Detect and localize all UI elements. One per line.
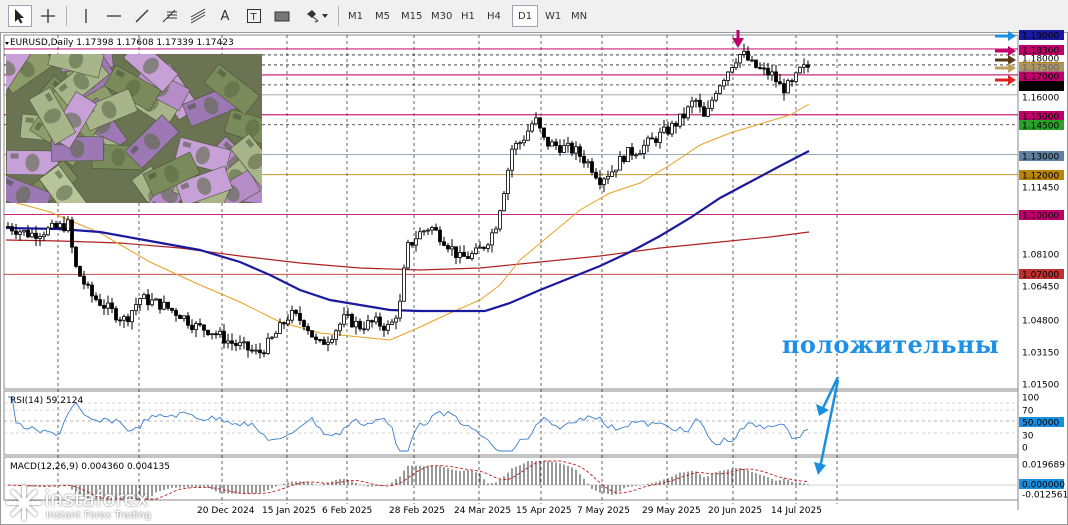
instaforex-logo-icon xyxy=(6,485,42,521)
timeframe-d1[interactable]: D1 xyxy=(512,5,539,27)
price-axis-label: 1.18000 xyxy=(1022,55,1059,65)
price-axis-label: 1.06450 xyxy=(1022,283,1059,293)
rsi-line xyxy=(8,396,809,452)
fibonacci-icon[interactable] xyxy=(158,5,182,27)
timeframe-m1[interactable]: M1 xyxy=(348,10,363,22)
candles xyxy=(6,43,810,359)
symbol-info: EURUSD,Daily 1.17398 1.17608 1.17339 1.1… xyxy=(10,38,234,48)
date-axis-label: 6 Feb 2025 xyxy=(322,506,372,516)
annotation-arrow-icon xyxy=(820,376,840,411)
trendline-icon[interactable] xyxy=(130,5,154,27)
timeframe-h4[interactable]: H4 xyxy=(487,10,501,22)
text-icon[interactable]: A xyxy=(220,8,230,24)
ma-200-line xyxy=(5,231,810,271)
price-axis-label: 1.03150 xyxy=(1022,349,1059,359)
price-axis-label: 1.01500 xyxy=(1022,381,1059,391)
price-axis-label: 1.11450 xyxy=(1022,184,1059,194)
price-axis-label: 1.08100 xyxy=(1022,251,1059,261)
ma-50-line xyxy=(5,103,810,341)
rsi-axis-label: 30 xyxy=(1022,432,1034,442)
rsi-title: RSI(14) 59.2124 xyxy=(10,396,83,406)
price-axis-label: 1.15000 xyxy=(1022,113,1059,123)
rsi-pane xyxy=(3,390,1019,456)
timeframe-m15[interactable]: M15 xyxy=(401,10,423,22)
macd-title: MACD(12,26,9) 0.004360 0.004135 xyxy=(10,462,170,472)
date-axis-label: 29 May 2025 xyxy=(642,506,701,516)
timeframe-m5[interactable]: M5 xyxy=(375,10,390,22)
channel-icon[interactable] xyxy=(186,5,210,27)
text-label-icon[interactable]: T xyxy=(242,5,266,27)
svg-text:T: T xyxy=(250,12,258,23)
timeframe-w1[interactable]: W1 xyxy=(545,10,562,22)
price-axis-label: 1.12000 xyxy=(1022,172,1059,182)
price-axis-label: 1.19000 xyxy=(1022,32,1059,42)
price-axis-label: 1.18300 xyxy=(1022,47,1059,57)
rectangle-icon[interactable] xyxy=(270,5,294,27)
horizontal-line-icon[interactable] xyxy=(102,5,126,27)
price-axis-label: 1.10000 xyxy=(1022,212,1059,222)
rsi-axis-label: 0 xyxy=(1022,444,1028,454)
date-axis-label: 20 Jun 2025 xyxy=(708,506,762,516)
date-axis-label: 15 Jan 2025 xyxy=(262,506,316,516)
timeframe-m30[interactable]: M30 xyxy=(431,10,453,22)
annotation-text: положительны xyxy=(782,330,1000,359)
date-axis-label: 28 Feb 2025 xyxy=(389,506,445,516)
ma-100-line xyxy=(5,150,810,313)
annotation-arrow-icon xyxy=(818,379,840,469)
date-axis-label: 15 Apr 2025 xyxy=(516,506,572,516)
price-axis-label: 1.14500 xyxy=(1022,122,1059,132)
watermark-tagline: Instant Forex Trading xyxy=(46,510,152,521)
rsi-axis-label: 50.0000 xyxy=(1022,419,1059,429)
chevron-down-icon xyxy=(5,42,9,45)
price-axis-label: 1.16500 xyxy=(1022,83,1059,93)
date-axis-label: 7 May 2025 xyxy=(577,506,630,516)
price-axis-label: 1.16000 xyxy=(1022,94,1059,104)
macd-axis-label: 0.000000 xyxy=(1022,481,1065,491)
rsi-axis-label: 100 xyxy=(1022,394,1039,404)
price-axis-label: 1.13000 xyxy=(1022,153,1059,163)
macd-axis-label: -0.012561 xyxy=(1022,491,1068,501)
vertical-line-icon[interactable] xyxy=(74,5,98,27)
price-axis-label: 1.07000 xyxy=(1022,271,1059,281)
date-axis-label: 24 Mar 2025 xyxy=(454,506,511,516)
date-axis-label: 14 Jul 2025 xyxy=(771,506,822,516)
money-photo xyxy=(6,54,262,203)
timeframe-mn[interactable]: MN xyxy=(571,10,588,22)
cursor-icon[interactable] xyxy=(8,5,32,27)
timeframe-h1[interactable]: H1 xyxy=(461,10,475,22)
shapes-icon[interactable] xyxy=(302,5,332,27)
watermark-brand: instaforex xyxy=(44,487,149,511)
price-axis-label: 1.17000 xyxy=(1022,73,1059,83)
macd-signal-line xyxy=(7,460,809,500)
macd-axis-label: 0.019689 xyxy=(1022,461,1065,471)
crosshair-icon[interactable] xyxy=(36,5,60,27)
date-axis-label: 20 Dec 2024 xyxy=(197,506,255,516)
instaforex-watermark: instaforex Instant Forex Trading xyxy=(0,481,180,525)
chart-toolbar: A T M1 M5 M15 M30 H1 H4 D1 W1 MN xyxy=(0,0,1068,33)
price-axis-label: 1.04800 xyxy=(1022,317,1059,327)
rsi-axis-label: 70 xyxy=(1022,407,1034,417)
